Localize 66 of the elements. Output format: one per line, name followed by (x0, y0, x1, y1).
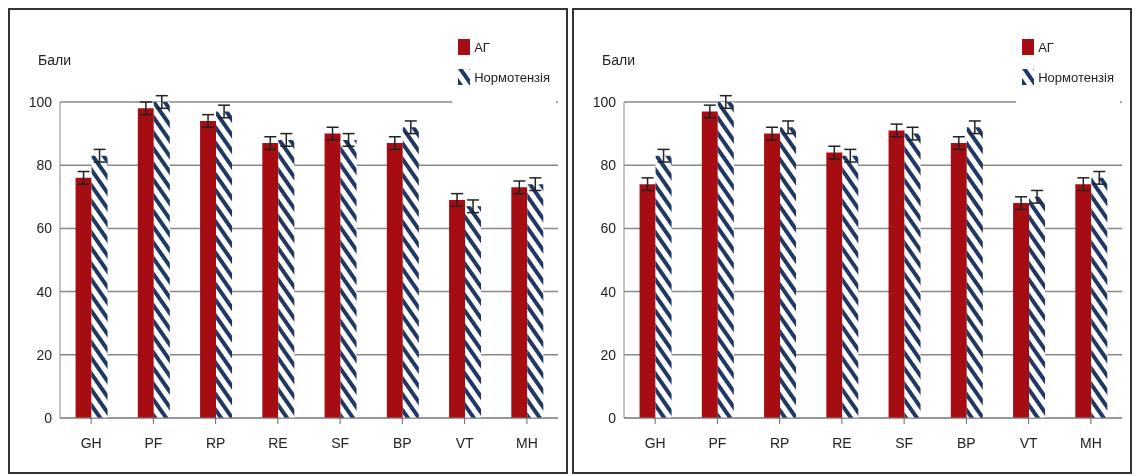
bar (764, 133, 781, 418)
bar (511, 187, 528, 418)
legend-label: АГ (474, 39, 490, 55)
bar (1091, 177, 1108, 418)
bar (200, 120, 217, 418)
y-tick-label: 20 (600, 346, 617, 363)
bar (402, 127, 419, 418)
bar (950, 143, 967, 418)
bar (780, 127, 797, 418)
x-tick-label: RP (205, 434, 226, 451)
y-tick-label: 80 (36, 157, 53, 174)
y-tick-label: 100 (592, 93, 617, 110)
y-tick-label: 0 (44, 409, 53, 426)
legend-label: Нормотензія (474, 69, 550, 85)
x-tick-label: PF (144, 434, 163, 451)
legend-label: АГ (1038, 39, 1054, 55)
y-tick-label: 40 (36, 283, 53, 300)
bar (449, 199, 466, 418)
x-tick-label: RE (268, 434, 288, 451)
y-axis-title: Бали (38, 52, 71, 68)
bar (904, 133, 921, 418)
x-tick-label: VT (1019, 434, 1039, 451)
x-tick-label: SF (331, 434, 350, 451)
bar (1075, 184, 1092, 418)
bar (137, 108, 154, 418)
y-tick-label: 100 (28, 93, 53, 110)
bar (701, 111, 718, 418)
x-tick-label: BP (957, 434, 976, 451)
bar (465, 206, 482, 418)
bar (75, 177, 92, 418)
bar (527, 184, 544, 418)
bar (262, 143, 279, 418)
x-tick-label: VT (455, 434, 475, 451)
bar (655, 155, 672, 418)
bar (888, 130, 905, 418)
bar (1029, 196, 1046, 418)
x-tick-label: RP (769, 434, 790, 451)
y-tick-label: 60 (600, 220, 617, 237)
bar (826, 152, 843, 418)
x-tick-label: GH (80, 434, 102, 451)
x-tick-label: BP (393, 434, 412, 451)
bar (639, 184, 656, 418)
y-tick-label: 60 (36, 220, 53, 237)
x-tick-label: SF (895, 434, 914, 451)
bar (153, 102, 170, 418)
x-tick-label: MH (1079, 434, 1102, 451)
y-tick-label: 80 (600, 157, 617, 174)
bar (340, 139, 357, 418)
bar (324, 133, 341, 418)
bar (842, 155, 859, 418)
bar (966, 127, 983, 418)
y-axis-title: Бали (602, 52, 635, 68)
bar (717, 102, 734, 418)
bar (386, 143, 403, 418)
bar (216, 111, 233, 418)
y-tick-label: 20 (36, 346, 53, 363)
x-tick-label: PF (708, 434, 727, 451)
x-tick-label: GH (644, 434, 666, 451)
bar (1013, 203, 1030, 418)
bar (278, 139, 295, 418)
x-tick-label: RE (832, 434, 852, 451)
bar (91, 155, 108, 418)
y-tick-label: 40 (600, 283, 617, 300)
y-tick-label: 0 (608, 409, 617, 426)
x-tick-label: MH (515, 434, 538, 451)
legend-label: Нормотензія (1038, 69, 1114, 85)
